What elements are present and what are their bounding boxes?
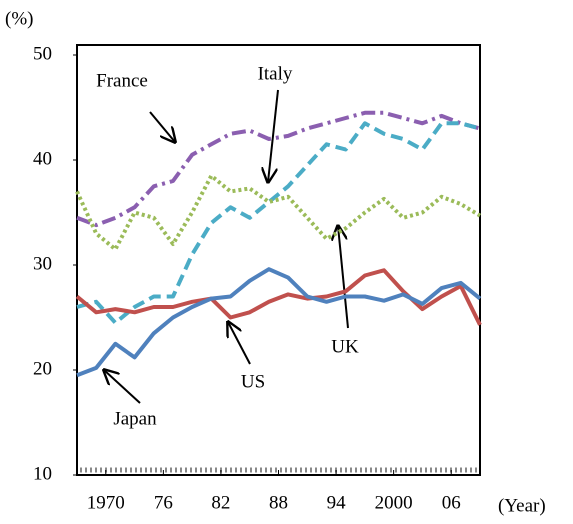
series-label: Italy — [258, 63, 293, 84]
x-tick-label: 88 — [269, 492, 288, 513]
series-label: Japan — [113, 408, 157, 429]
x-tick-label: 76 — [154, 492, 173, 513]
x-tick-label: 82 — [211, 492, 230, 513]
annotation-arrows — [104, 89, 349, 404]
y-unit: (%) — [5, 8, 33, 29]
x-tick-label: 2000 — [375, 492, 413, 513]
x-tick-label: 94 — [327, 492, 347, 513]
y-tick-label: 30 — [33, 253, 52, 274]
series-line — [76, 121, 481, 325]
series-line — [76, 110, 481, 228]
series-line — [75, 268, 482, 326]
series-label: France — [96, 70, 148, 91]
x-unit: (Year) — [498, 495, 546, 516]
series-label: UK — [331, 336, 359, 357]
y-tick-label: 10 — [33, 463, 52, 484]
series-line — [76, 267, 482, 378]
x-tick-label: 06 — [442, 492, 461, 513]
series-label: US — [241, 371, 265, 392]
y-tick-label: 40 — [33, 148, 52, 169]
x-tick-label: 1970 — [87, 492, 125, 513]
y-tick-label: 20 — [33, 358, 52, 379]
series-line — [75, 173, 482, 252]
y-tick-label: 50 — [33, 43, 52, 64]
